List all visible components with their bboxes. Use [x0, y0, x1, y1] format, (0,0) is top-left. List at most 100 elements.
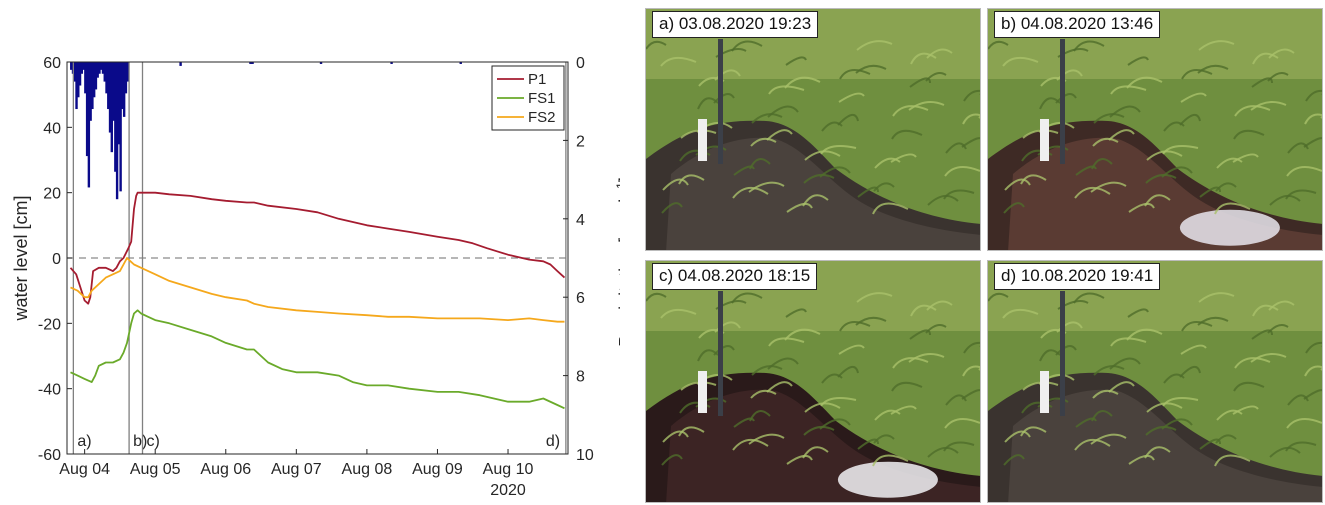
y2-tick-label: 0 [576, 55, 585, 72]
precip-bar [108, 62, 112, 133]
grass-blade [945, 142, 967, 154]
pool-surface [1008, 389, 1322, 502]
grass-blade [891, 381, 923, 392]
grass-blade [733, 165, 755, 176]
grass-blade [872, 202, 909, 215]
grass-blade [1056, 321, 1083, 333]
grass-blade [767, 105, 799, 118]
grass-blade [1110, 85, 1147, 95]
grass-blade [855, 316, 887, 326]
grass-blade [1215, 434, 1237, 444]
precip-bar [124, 62, 128, 94]
y2-axis-title: Precipitation [mm h-1] [614, 177, 620, 347]
grass-blade [1305, 90, 1322, 102]
grass-blade [732, 439, 769, 451]
grass-blade [1022, 381, 1059, 391]
precip-bar [107, 62, 110, 110]
grass-blade [1216, 409, 1243, 421]
pool-surface [666, 137, 980, 250]
grass-blade [855, 64, 887, 74]
gauge-pole [1060, 291, 1065, 416]
grass-blade [1267, 72, 1289, 82]
grass-blade [1269, 446, 1301, 458]
grass-blade [819, 418, 851, 430]
grass-blade [962, 365, 980, 377]
event-label-2: c) [147, 433, 160, 450]
grass-blade [1003, 454, 1025, 466]
grass-blade [1252, 304, 1279, 317]
grass-blade [1214, 454, 1251, 467]
photo-panel-d: d) 10.08.2020 19:41 [987, 260, 1323, 503]
grass-blade [766, 129, 793, 141]
gauge-pole [1060, 39, 1065, 164]
grass-blade [963, 90, 980, 102]
grass-blade [1303, 389, 1322, 400]
grass-blade [1073, 292, 1105, 304]
grass-blade [661, 454, 683, 466]
y2-tick-label: 4 [576, 212, 585, 229]
precip-bar [78, 62, 82, 86]
grass-blade [856, 292, 893, 303]
grass-blade [750, 389, 777, 399]
event-label-0: a) [77, 433, 91, 450]
precip-bar [96, 62, 99, 78]
legend-label-fs2: FS2 [528, 109, 556, 126]
grass-blade [1199, 438, 1221, 450]
grass-blade [1287, 394, 1309, 406]
grass-blade [909, 329, 931, 340]
photo-panel-c: c) 04.08.2020 18:15 [645, 260, 981, 503]
y2-axis-title-main: Precipitation [mm h [616, 193, 620, 347]
grass-blade [1179, 114, 1201, 126]
grass-blade [1126, 328, 1163, 341]
grass-blade [1022, 129, 1059, 139]
grass-blade [1287, 142, 1309, 154]
series-line-fs1 [70, 309, 565, 410]
grass-blade [961, 389, 980, 400]
series-line-fs2 [70, 257, 565, 323]
grass-blade [874, 409, 901, 421]
grass-blade [1252, 52, 1279, 65]
grass-blade [1091, 410, 1113, 422]
grass-blade [750, 137, 777, 147]
y2-axis-title-end: ] [616, 177, 620, 182]
grass-blade [1232, 405, 1259, 415]
y2-tick-label: 10 [576, 447, 594, 464]
grass-blade [1055, 93, 1077, 104]
grass-blade [784, 328, 821, 341]
grass-blade [733, 417, 755, 428]
precip-bar [126, 62, 129, 82]
grass-blade [819, 166, 851, 178]
grass-blade [1144, 194, 1171, 207]
grass-blade [1074, 439, 1111, 451]
precip-bar [114, 62, 117, 172]
grass-blade [1055, 345, 1077, 356]
grass-blade [714, 321, 741, 333]
grass-blade [925, 72, 947, 82]
grass-blade [660, 56, 697, 67]
grass-blade [1162, 145, 1199, 155]
precip-bar [105, 62, 108, 94]
grass-blade [1109, 357, 1141, 370]
water-level-chart: a) b) c) d) -60 -40 -20 0 20 40 60 0 2 4 6 8 10 Aug 04 Aug… [0, 0, 620, 505]
precip-bar [179, 62, 182, 66]
grass-blade [678, 174, 705, 185]
grass-blade [1093, 113, 1125, 124]
grass-blade [890, 405, 917, 415]
grass-blade [837, 366, 859, 378]
precip-bar [75, 62, 78, 110]
grass-blade [1304, 113, 1322, 125]
grass-blade [646, 292, 667, 302]
grass-blade [1215, 182, 1237, 192]
grass-blade [1126, 76, 1163, 89]
grass-blade [821, 373, 843, 384]
precip-bar [115, 62, 119, 200]
precip-bar [92, 62, 96, 98]
grass-blade [1161, 418, 1193, 430]
grass-blade [1250, 100, 1287, 111]
precip-bar [112, 62, 115, 121]
y-tick-label: 0 [52, 251, 61, 268]
grass-blade [680, 129, 717, 139]
precip-bar [390, 62, 393, 64]
meadow-photo-d [988, 261, 1322, 502]
grass-blade [713, 93, 735, 104]
